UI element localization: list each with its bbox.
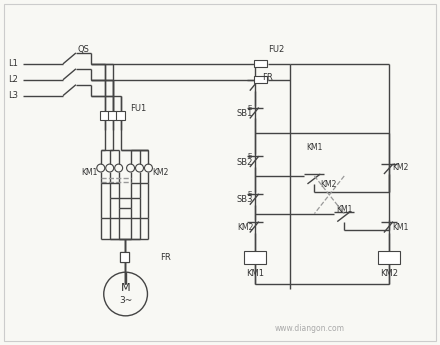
- Text: FR: FR: [160, 253, 171, 262]
- Text: SB1: SB1: [237, 109, 253, 118]
- Text: 3~: 3~: [119, 296, 132, 305]
- Text: KM2: KM2: [152, 168, 169, 177]
- Text: L1: L1: [8, 59, 18, 68]
- Bar: [254, 60, 267, 67]
- Text: KM1: KM1: [306, 143, 323, 152]
- Text: QS: QS: [78, 45, 90, 53]
- Text: E: E: [247, 105, 252, 110]
- Bar: [254, 76, 267, 83]
- Text: M: M: [121, 283, 130, 293]
- Bar: [244, 251, 266, 264]
- Bar: [100, 110, 109, 120]
- Text: KM2: KM2: [380, 269, 398, 278]
- Text: KM2: KM2: [320, 180, 336, 189]
- Text: SB3: SB3: [237, 195, 253, 204]
- Text: FU2: FU2: [268, 45, 284, 53]
- Bar: [120, 252, 129, 262]
- Text: L3: L3: [8, 91, 18, 100]
- Text: FR: FR: [262, 73, 272, 82]
- Bar: [120, 252, 129, 262]
- Text: E: E: [247, 191, 252, 197]
- Text: KM1: KM1: [392, 223, 408, 232]
- Bar: [120, 252, 129, 262]
- Text: KM1: KM1: [336, 205, 352, 214]
- Text: KM1: KM1: [246, 269, 264, 278]
- Text: KM2: KM2: [237, 223, 253, 232]
- Bar: [116, 110, 125, 120]
- Text: SB2: SB2: [237, 158, 253, 167]
- Text: FU1: FU1: [131, 104, 147, 113]
- Text: www.diangon.com: www.diangon.com: [275, 324, 345, 333]
- Text: KM1: KM1: [81, 168, 97, 177]
- Text: E: E: [247, 153, 252, 159]
- Bar: [108, 110, 117, 120]
- Bar: [378, 251, 400, 264]
- Text: KM2: KM2: [392, 162, 408, 171]
- Text: L2: L2: [8, 75, 18, 84]
